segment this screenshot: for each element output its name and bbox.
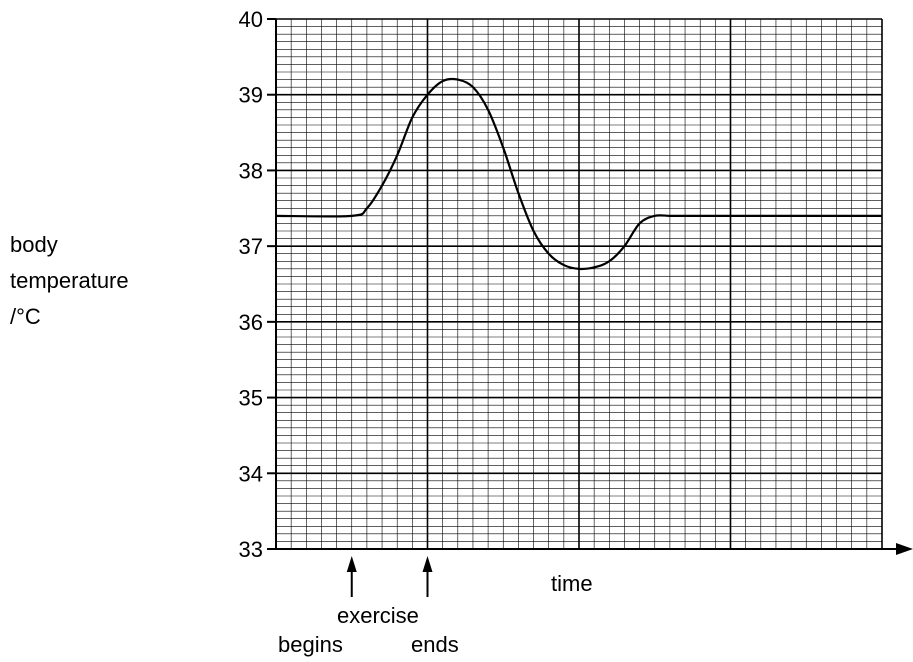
exercise-markers — [346, 556, 433, 597]
y-tick-labels: 33 34 35 36 37 38 39 40 — [239, 7, 263, 562]
y-axis-label-line-3: /°C — [10, 304, 41, 329]
x-axis-label: time — [551, 571, 593, 596]
x-axis-arrowhead — [896, 543, 913, 555]
y-tick-label: 33 — [239, 537, 263, 562]
y-axis-label: body temperature /°C — [10, 232, 129, 340]
annotation-ends: ends — [411, 632, 459, 657]
y-tick-label: 34 — [239, 461, 263, 486]
annotation-begins: begins — [278, 632, 343, 657]
y-tick-label: 36 — [239, 310, 263, 335]
y-axis-label-line-2: temperature — [10, 268, 129, 293]
temperature-curve — [275, 77, 882, 271]
axes — [267, 18, 913, 555]
y-axis-label-line-1: body — [10, 232, 58, 257]
exercise-begins-arrow-head — [346, 556, 357, 572]
annotation-exercise: exercise — [337, 603, 419, 628]
y-tick-label: 35 — [239, 386, 263, 411]
y-tick-label: 38 — [239, 158, 263, 183]
y-tick-label: 40 — [239, 7, 263, 32]
y-tick-label: 39 — [239, 83, 263, 108]
exercise-ends-arrow-head — [422, 556, 433, 572]
y-tick-label: 37 — [239, 234, 263, 259]
temperature-line — [275, 77, 882, 271]
